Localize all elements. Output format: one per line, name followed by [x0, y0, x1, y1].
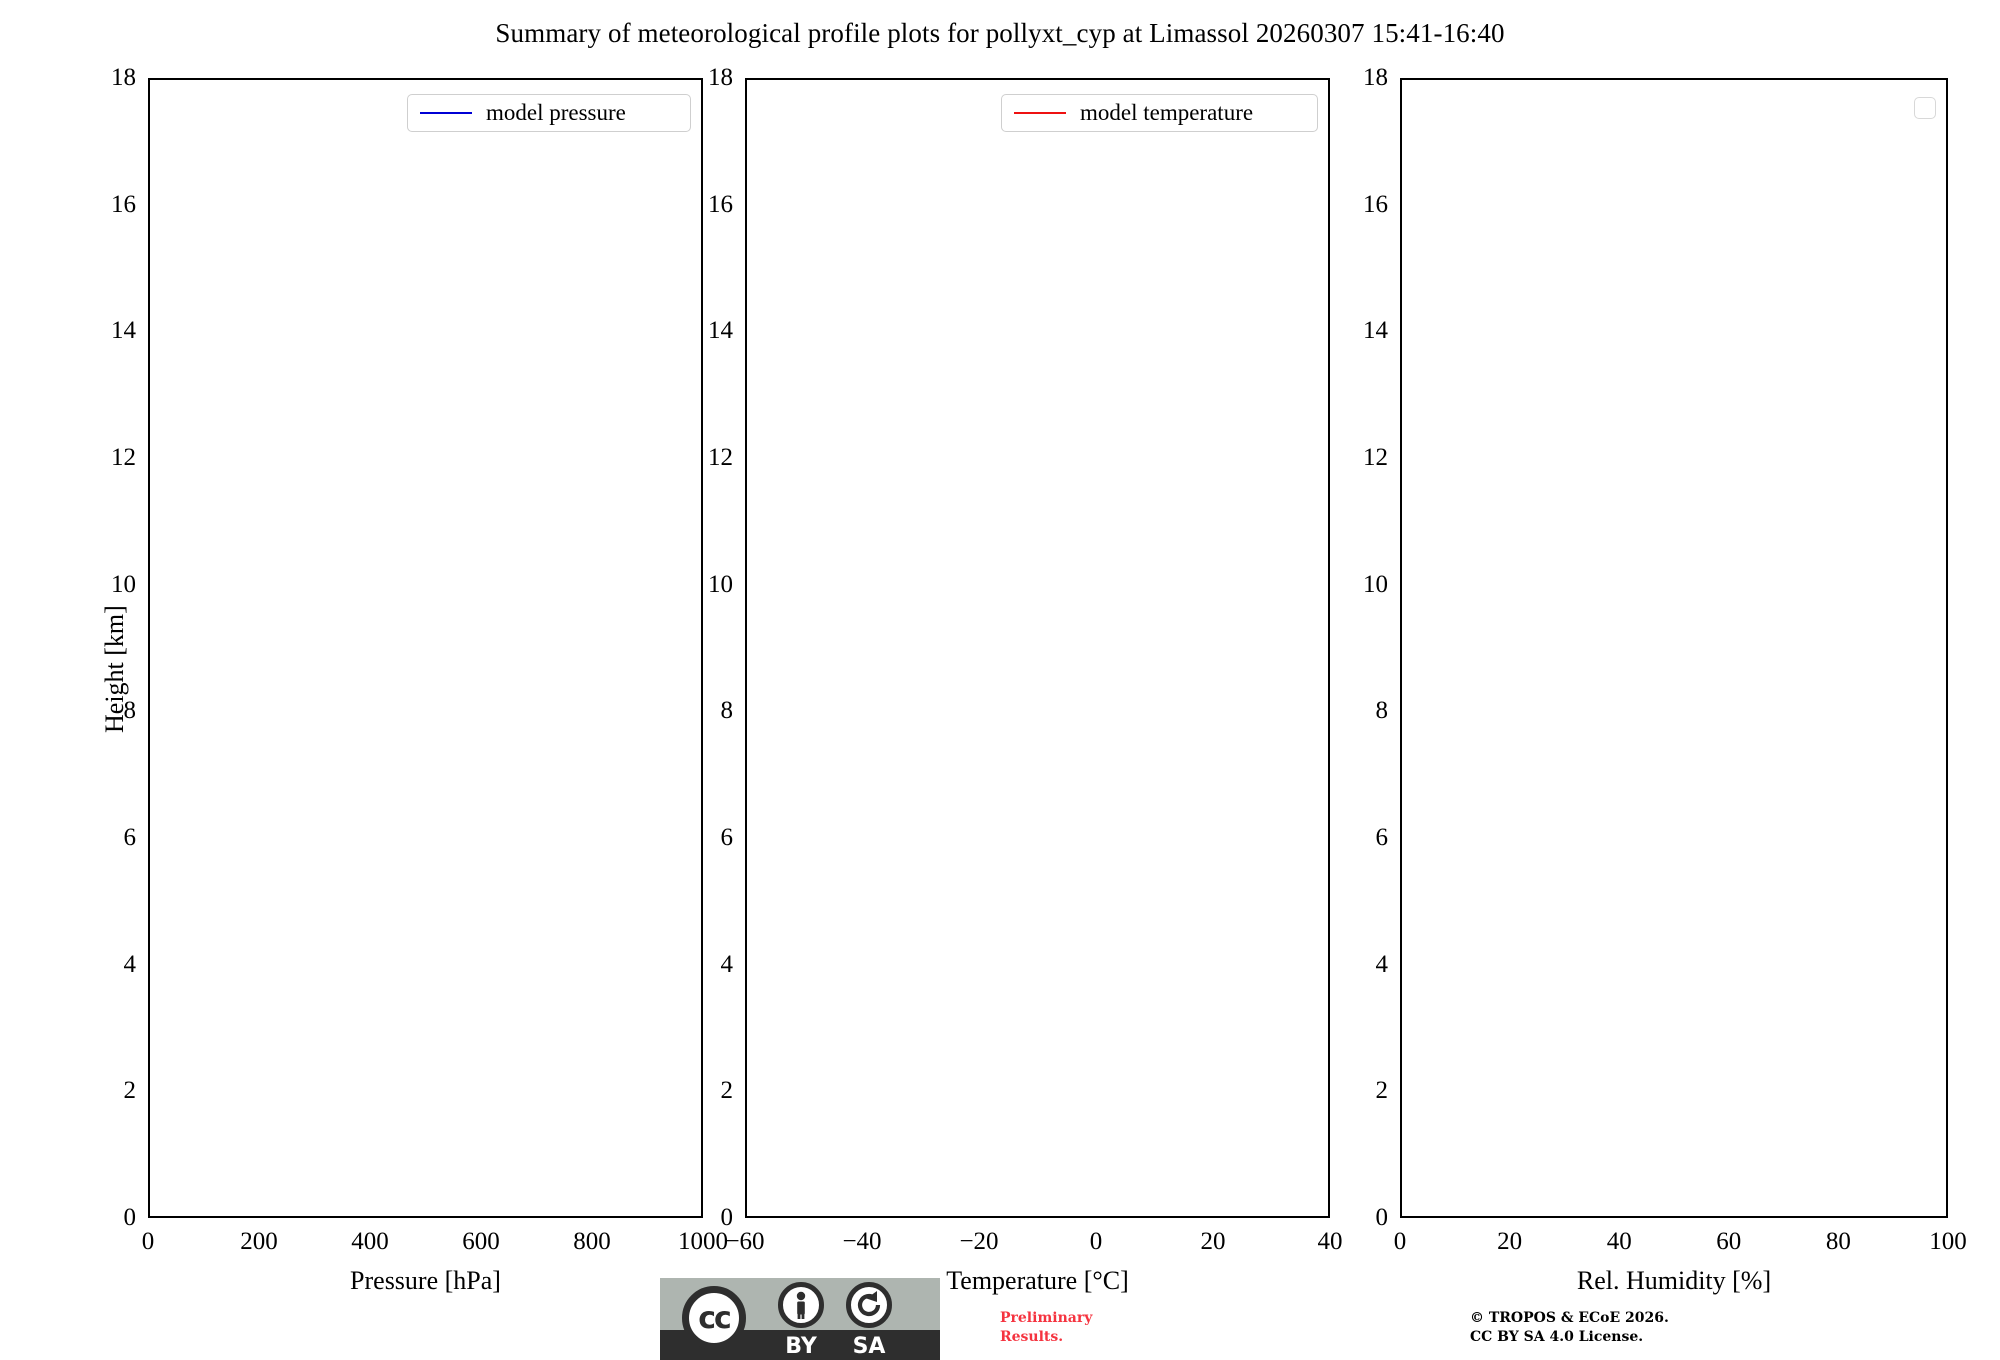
- figure-title: Summary of meteorological profile plots …: [495, 18, 1505, 48]
- copyright-note: © TROPOS & ECoE 2026. CC BY SA 4.0 Licen…: [1470, 1310, 1669, 1345]
- y-tick-label-humidity: 0: [1375, 1204, 1389, 1231]
- y-tick-label-humidity: 12: [1363, 444, 1388, 471]
- legend-temperature[interactable]: model temperature: [1001, 94, 1318, 132]
- y-tick-label-humidity: 2: [1375, 1077, 1389, 1105]
- y-tick-label-pressure: 12: [111, 444, 136, 471]
- legend-label-pressure: model pressure: [486, 100, 626, 125]
- plot-frame-pressure: [148, 78, 703, 1218]
- y-tick-label-humidity: 4: [1375, 950, 1389, 978]
- cc-person-icon: [778, 1282, 824, 1328]
- x-tick-label-temperature: −20: [959, 1228, 999, 1255]
- creative-commons-badge: cc BY SA: [660, 1278, 940, 1360]
- y-tick-label-temperature: 0: [720, 1204, 734, 1231]
- y-tick-label-pressure: 4: [123, 950, 137, 978]
- y-tick-label-humidity: 16: [1363, 190, 1388, 218]
- legend-humidity[interactable]: [1914, 97, 1936, 119]
- y-tick-label-pressure: 16: [111, 190, 136, 218]
- x-tick-label-humidity: 0: [1393, 1228, 1407, 1255]
- x-axis-label-temperature: Temperature [°C]: [946, 1266, 1129, 1295]
- plot-panel-humidity: [1400, 78, 1948, 1218]
- y-tick-label-temperature: 2: [720, 1077, 734, 1105]
- x-tick-label-temperature: 20: [1200, 1228, 1226, 1255]
- x-tick-label-humidity: 40: [1606, 1228, 1632, 1255]
- preliminary-results-note: Preliminary Results.: [1000, 1310, 1093, 1345]
- x-tick-label-pressure: 600: [462, 1228, 500, 1255]
- y-tick-label-pressure: 8: [123, 697, 137, 725]
- y-tick-label-temperature: 14: [708, 317, 733, 345]
- y-tick-label-pressure: 18: [111, 64, 136, 91]
- plot-frame-temperature: [745, 78, 1330, 1218]
- y-tick-label-temperature: 8: [720, 697, 734, 725]
- legend-label-temperature: model temperature: [1080, 100, 1254, 125]
- y-tick-label-pressure: 10: [111, 570, 136, 598]
- x-tick-label-pressure: 400: [351, 1228, 389, 1255]
- y-tick-label-temperature: 12: [708, 444, 733, 471]
- x-tick-label-humidity: 100: [1929, 1228, 1967, 1255]
- y-tick-label-temperature: 18: [708, 64, 733, 91]
- x-tick-label-pressure: 800: [573, 1228, 611, 1255]
- x-axis-label-humidity: Rel. Humidity [%]: [1576, 1266, 1772, 1295]
- y-tick-label-humidity: 18: [1363, 64, 1388, 91]
- x-tick-label-pressure: 1000: [678, 1228, 728, 1255]
- y-tick-label-temperature: 4: [720, 950, 734, 978]
- y-tick-label-humidity: 14: [1363, 317, 1388, 345]
- cc-logo-icon: cc: [682, 1286, 746, 1350]
- y-tick-label-pressure: 6: [123, 824, 137, 851]
- y-tick-label-pressure: 2: [123, 1077, 137, 1105]
- x-axis-label-pressure: Pressure [hPa]: [350, 1266, 501, 1295]
- x-tick-label-temperature: 0: [1089, 1228, 1103, 1255]
- plot-panel-temperature: [745, 78, 1330, 1218]
- y-tick-label-humidity: 10: [1363, 570, 1388, 598]
- y-tick-label-pressure: 14: [111, 317, 136, 345]
- x-tick-label-temperature: −40: [842, 1228, 882, 1255]
- plot-frame-humidity: [1400, 78, 1948, 1218]
- x-tick-label-temperature: −60: [725, 1228, 765, 1255]
- x-tick-label-humidity: 60: [1716, 1228, 1742, 1255]
- x-tick-label-pressure: 200: [240, 1228, 278, 1255]
- plot-panel-pressure: [148, 78, 703, 1218]
- legend-line-swatch-pressure: [420, 112, 472, 114]
- legend-pressure[interactable]: model pressure: [407, 94, 691, 132]
- y-tick-label-temperature: 6: [720, 824, 734, 851]
- x-tick-label-temperature: 40: [1317, 1228, 1343, 1255]
- y-tick-label-temperature: 10: [708, 570, 733, 598]
- cc-sharealike-icon: [846, 1282, 892, 1328]
- x-tick-label-humidity: 20: [1497, 1228, 1523, 1255]
- y-tick-label-humidity: 6: [1375, 824, 1389, 851]
- legend-line-swatch-temperature: [1014, 112, 1066, 114]
- x-tick-label-humidity: 80: [1825, 1228, 1851, 1255]
- y-tick-label-humidity: 8: [1375, 697, 1389, 725]
- cc-by-label: BY: [785, 1334, 817, 1359]
- y-tick-label-temperature: 16: [708, 190, 733, 218]
- x-tick-label-pressure: 0: [141, 1228, 155, 1255]
- y-tick-label-pressure: 0: [123, 1204, 137, 1231]
- cc-sa-label: SA: [852, 1334, 886, 1359]
